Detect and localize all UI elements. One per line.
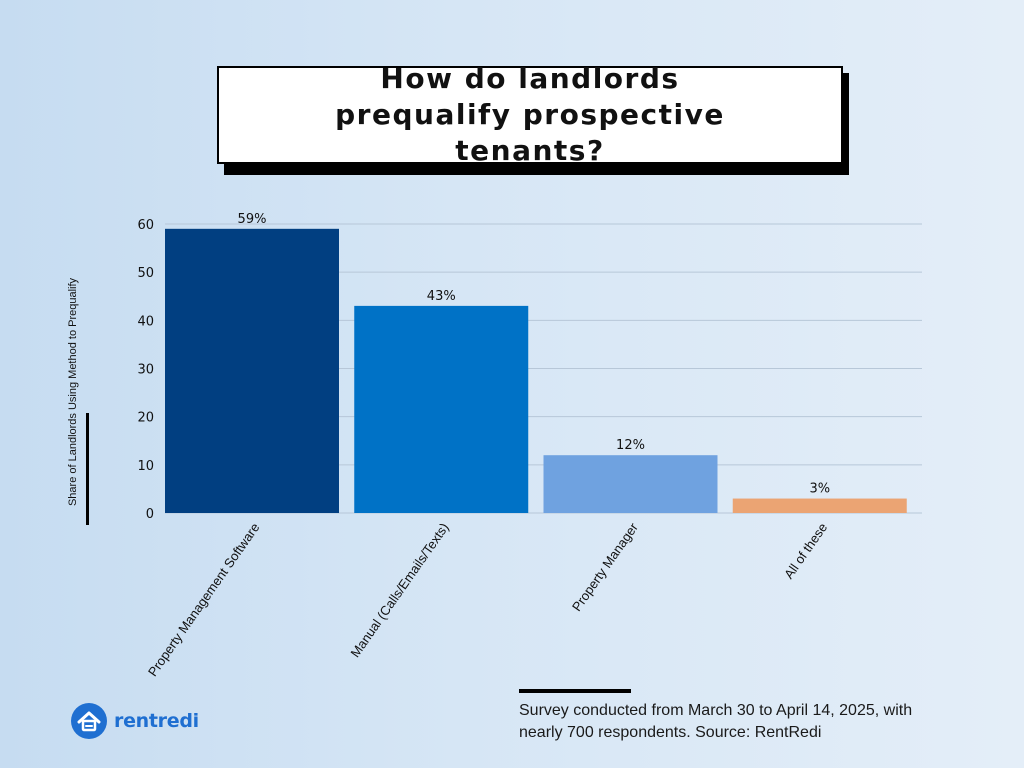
- chart-title: How do landlords prequalify prospective …: [335, 62, 725, 167]
- y-axis-label: Share of Landlords Using Method to Prequ…: [67, 277, 79, 506]
- value-label: 12%: [616, 438, 645, 453]
- y-tick-labels: 0 10 20 30 40 50 60: [137, 218, 154, 522]
- bar: [165, 228, 339, 514]
- x-tick-label: Property Management Software: [145, 520, 263, 679]
- x-tick-label: Manual (Calls/Emails/Texts): [347, 520, 451, 660]
- y-tick-label: 20: [137, 411, 154, 426]
- value-label: 43%: [427, 289, 456, 304]
- x-tick-label: Property Manager: [569, 520, 641, 614]
- bars: [165, 228, 907, 514]
- y-tick-label: 30: [137, 363, 154, 378]
- y-axis-accent-bar: [86, 413, 89, 525]
- value-label: 3%: [809, 482, 830, 497]
- brand-name: rentredi: [114, 710, 199, 732]
- y-tick-label: 60: [137, 218, 154, 233]
- bar: [732, 498, 907, 513]
- y-tick-label: 0: [146, 507, 154, 522]
- value-label: 59%: [238, 212, 267, 227]
- brand-logo: rentredi: [70, 702, 199, 740]
- house-logo-icon: [71, 703, 107, 739]
- footer-rule: [519, 689, 631, 693]
- x-tick-labels: Property Management Software Manual (Call…: [145, 520, 830, 679]
- y-tick-label: 50: [137, 266, 154, 281]
- survey-note: Survey conducted from March 30 to April …: [519, 702, 913, 741]
- title-box: How do landlords prequalify prospective …: [217, 62, 843, 167]
- bar: [543, 455, 718, 513]
- x-tick-label: All of these: [781, 520, 830, 581]
- bar: [354, 305, 529, 513]
- y-tick-label: 40: [137, 314, 154, 329]
- y-tick-label: 10: [137, 459, 154, 474]
- value-labels: 59% 43% 12% 3%: [238, 212, 831, 497]
